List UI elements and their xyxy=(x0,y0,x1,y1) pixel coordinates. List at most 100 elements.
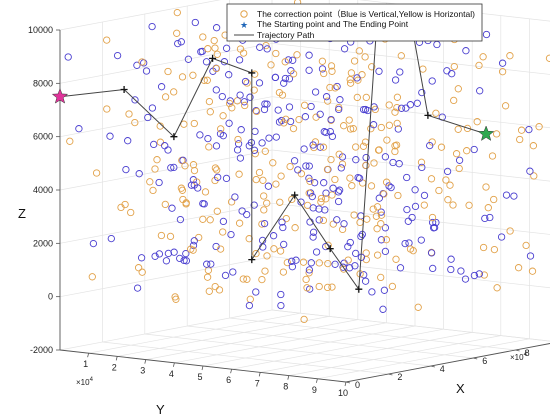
correction-point-horizontal xyxy=(349,124,357,133)
z-tick-label-5: 8000 xyxy=(33,78,53,88)
correction-point-vertical xyxy=(271,73,279,82)
legend-marker-correction xyxy=(240,10,248,18)
correction-point-vertical xyxy=(403,205,411,214)
correction-point-vertical xyxy=(182,249,190,258)
correction-point-horizontal xyxy=(328,67,336,75)
correction-point-horizontal xyxy=(346,79,355,87)
correction-point-horizontal xyxy=(419,65,427,73)
correction-point-vertical xyxy=(443,167,452,176)
correction-point-horizontal xyxy=(327,62,336,70)
correction-point-vertical xyxy=(482,30,491,39)
correction-point-vertical xyxy=(302,162,310,170)
correction-point-vertical xyxy=(428,77,436,85)
correction-point-vertical xyxy=(334,188,343,196)
correction-point-horizontal xyxy=(206,216,214,224)
correction-point-vertical xyxy=(191,18,199,27)
correction-point-horizontal xyxy=(475,61,483,70)
correction-point-horizontal xyxy=(293,51,301,59)
correction-point-horizontal xyxy=(323,165,332,174)
correction-point-horizontal xyxy=(346,125,355,133)
correction-point-horizontal xyxy=(269,159,277,167)
correction-point-horizontal xyxy=(243,275,251,283)
correction-point-horizontal xyxy=(345,116,353,124)
correction-point-horizontal xyxy=(385,121,394,129)
correction-point-horizontal xyxy=(450,62,458,71)
correction-point-horizontal xyxy=(286,162,294,171)
correction-point-horizontal xyxy=(255,168,264,177)
correction-point-vertical xyxy=(106,132,114,140)
y-tick-label-5: 6 xyxy=(226,375,231,385)
correction-point-horizontal xyxy=(272,180,280,188)
correction-point-vertical xyxy=(243,210,251,219)
correction-point-horizontal xyxy=(488,152,497,160)
correction-point-vertical xyxy=(429,264,437,273)
correction-point-horizontal xyxy=(277,172,285,180)
correction-point-vertical xyxy=(309,228,318,236)
correction-point-horizontal xyxy=(276,247,285,255)
correction-point-vertical xyxy=(241,77,250,86)
correction-point-vertical xyxy=(292,256,300,264)
correction-point-horizontal xyxy=(260,192,268,200)
correction-point-vertical xyxy=(360,271,368,279)
correction-point-horizontal xyxy=(320,69,328,78)
correction-point-vertical xyxy=(394,125,402,133)
correction-point-vertical xyxy=(447,255,455,263)
y-tick-mark-4 xyxy=(201,365,204,371)
correction-point-vertical xyxy=(280,79,288,87)
trajectory-waypoint xyxy=(291,191,299,199)
correction-point-horizontal xyxy=(383,136,391,144)
correction-point-vertical xyxy=(337,164,345,172)
correction-point-vertical xyxy=(336,96,344,104)
correction-point-vertical xyxy=(280,240,288,249)
correction-point-horizontal xyxy=(394,191,402,200)
correction-point-vertical xyxy=(278,218,286,226)
correction-point-horizontal xyxy=(177,184,186,192)
y-tick-label-2: 3 xyxy=(140,366,145,376)
correction-point-horizontal xyxy=(239,49,248,57)
correction-point-vertical xyxy=(352,156,360,164)
correction-point-vertical xyxy=(461,275,470,283)
correction-point-horizontal xyxy=(278,91,287,99)
correction-point-horizontal xyxy=(252,175,260,184)
grid-line-z-side-0 xyxy=(271,309,550,342)
correction-point-vertical xyxy=(133,284,142,292)
grid-line-y-floor-2 xyxy=(145,319,358,360)
correction-point-vertical xyxy=(260,219,269,228)
correction-point-horizontal xyxy=(529,142,538,150)
correction-point-vertical xyxy=(278,116,286,125)
legend-label-trajectory: Trajectory Path xyxy=(257,30,315,40)
correction-point-horizontal xyxy=(190,166,199,175)
correction-point-horizontal xyxy=(151,165,159,173)
correction-point-vertical xyxy=(227,230,235,239)
z-tick-label-4: 6000 xyxy=(33,132,53,142)
correction-point-horizontal xyxy=(103,105,111,113)
correction-point-horizontal xyxy=(361,53,369,61)
correction-point-vertical xyxy=(481,214,489,223)
correction-point-horizontal xyxy=(338,225,347,234)
correction-point-vertical xyxy=(428,218,437,227)
correction-point-horizontal xyxy=(428,213,437,222)
correction-point-horizontal xyxy=(173,29,181,37)
correction-point-horizontal xyxy=(161,93,170,101)
correction-point-horizontal xyxy=(239,275,247,283)
trajectory-waypoint xyxy=(248,256,256,264)
correction-point-vertical xyxy=(288,263,297,271)
correction-point-horizontal xyxy=(138,268,146,276)
correction-point-vertical xyxy=(305,174,313,182)
legend-label-correction: The correction point（Blue is Vertical,Ye… xyxy=(257,9,475,19)
correction-point-horizontal xyxy=(149,186,157,195)
correction-point-vertical xyxy=(418,88,426,97)
grid-line-z-back-3 xyxy=(59,149,273,191)
correction-point-horizontal xyxy=(303,284,311,292)
x-tick-mark-4 xyxy=(515,349,520,352)
correction-point-vertical xyxy=(405,239,413,247)
correction-point-vertical xyxy=(203,260,211,268)
correction-point-vertical xyxy=(64,53,72,61)
correction-point-horizontal xyxy=(393,103,401,112)
x-tick-label-0: 0 xyxy=(355,380,360,390)
correction-point-vertical xyxy=(251,127,259,136)
correction-point-vertical xyxy=(137,254,146,262)
correction-point-horizontal xyxy=(233,97,242,105)
z-tick-label-1: 0 xyxy=(48,292,53,302)
correction-point-vertical xyxy=(261,100,269,108)
